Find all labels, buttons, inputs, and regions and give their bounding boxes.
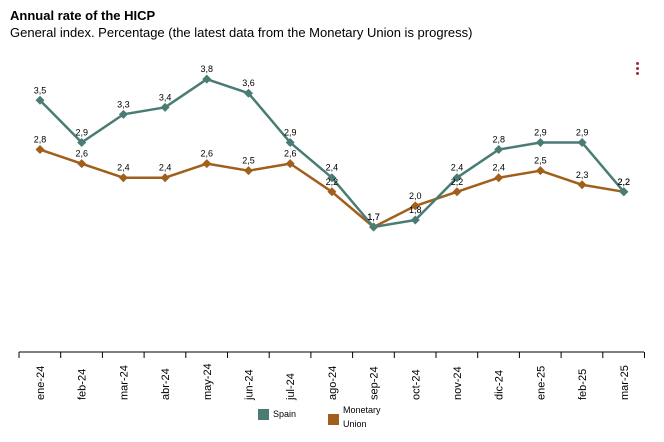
data-point bbox=[244, 88, 253, 98]
data-label: 2,4 bbox=[117, 163, 130, 173]
data-point bbox=[327, 187, 337, 197]
data-label: 1,8 bbox=[409, 205, 422, 215]
data-label: 3,4 bbox=[159, 92, 172, 102]
data-point bbox=[285, 138, 295, 148]
data-point bbox=[369, 222, 379, 232]
data-label: 2,8 bbox=[492, 135, 505, 145]
data-point bbox=[160, 173, 170, 183]
data-label: 2,4 bbox=[492, 163, 505, 173]
x-tick-label: abr-24 bbox=[160, 368, 172, 400]
data-label: 2,6 bbox=[201, 149, 214, 159]
x-tick-label: jun-24 bbox=[244, 369, 256, 401]
data-label: 3,8 bbox=[201, 64, 214, 74]
data-point bbox=[202, 159, 212, 169]
data-point bbox=[494, 173, 504, 183]
data-point bbox=[244, 166, 253, 176]
x-tick-label: feb-25 bbox=[577, 369, 589, 400]
x-tick-label: ago-24 bbox=[327, 366, 339, 400]
data-label: 2,2 bbox=[451, 177, 464, 187]
data-label: 2,6 bbox=[284, 149, 297, 159]
x-tick-label: ene-25 bbox=[535, 366, 547, 400]
data-label: 2,8 bbox=[34, 135, 47, 145]
x-axis: ene-24 feb-24 mar-24 abr-24 may-24 jun-24 jul-… bbox=[18, 351, 645, 401]
x-tick-label: mar-24 bbox=[118, 365, 130, 400]
legend-swatch bbox=[328, 413, 339, 425]
data-label: 2,5 bbox=[534, 156, 547, 166]
series-layer bbox=[35, 74, 629, 232]
chart-subtitle: General index. Percentage (the latest da… bbox=[10, 25, 473, 40]
data-point bbox=[35, 95, 45, 105]
vertical-dots-icon[interactable] bbox=[632, 62, 642, 76]
chart-title: Annual rate of the HICP bbox=[10, 8, 156, 23]
legend-swatch bbox=[258, 409, 269, 420]
data-point bbox=[410, 201, 420, 211]
data-point bbox=[77, 138, 87, 148]
data-label: 2,9 bbox=[75, 128, 88, 138]
data-label: 2,4 bbox=[326, 163, 339, 173]
data-point bbox=[285, 159, 295, 169]
data-label: 2,9 bbox=[284, 128, 297, 138]
x-tick-label: ene-24 bbox=[35, 366, 47, 400]
data-label: 2,6 bbox=[75, 149, 88, 159]
data-label: 1,7 bbox=[367, 212, 380, 222]
data-label: 3,6 bbox=[242, 78, 255, 88]
data-point bbox=[577, 138, 587, 148]
data-label: 3,3 bbox=[117, 99, 130, 109]
data-label: 2,4 bbox=[451, 163, 464, 173]
data-label: 1,7 bbox=[367, 212, 380, 222]
legend-item-monetary-union[interactable]: Monetary Union bbox=[328, 403, 381, 431]
data-label: 2,2 bbox=[326, 177, 339, 187]
x-tick-label: feb-24 bbox=[77, 369, 89, 400]
x-tick-label: oct-24 bbox=[410, 369, 422, 400]
x-tick-label: may-24 bbox=[202, 363, 214, 400]
legend-label: Spain bbox=[273, 409, 297, 419]
data-point bbox=[35, 145, 45, 155]
x-tick-label: nov-24 bbox=[452, 366, 464, 400]
data-point bbox=[535, 138, 545, 148]
x-tick-label: mar-25 bbox=[619, 365, 631, 400]
data-label: 3,5 bbox=[34, 85, 47, 95]
x-tick-label: jul-24 bbox=[285, 373, 297, 401]
data-point bbox=[202, 74, 212, 84]
data-label: 2,9 bbox=[576, 128, 589, 138]
data-point bbox=[494, 145, 504, 155]
legend-item-spain[interactable]: Spain bbox=[258, 408, 296, 421]
legend: Spain Monetary Union bbox=[0, 403, 664, 433]
data-label: 2,0 bbox=[409, 191, 422, 201]
x-tick-label: sep-24 bbox=[369, 366, 381, 400]
data-labels: 3,5 2,9 3,3 3,4 3,8 3,6 2,9 2,4 1,7 1,8 2,4 2,8 2,9 2… bbox=[34, 64, 630, 222]
data-point bbox=[577, 180, 587, 190]
data-point bbox=[118, 109, 128, 119]
data-point bbox=[535, 166, 545, 176]
data-point bbox=[118, 173, 128, 183]
data-point bbox=[410, 215, 420, 225]
data-point bbox=[452, 173, 462, 183]
x-tick-label: dic-24 bbox=[494, 370, 506, 400]
data-point bbox=[452, 187, 462, 197]
data-label: 2,2 bbox=[618, 177, 631, 187]
legend-label: Monetary Union bbox=[343, 405, 381, 429]
data-label: 2,4 bbox=[159, 163, 172, 173]
data-point bbox=[160, 102, 170, 112]
data-point bbox=[327, 173, 337, 183]
data-label: 2,2 bbox=[618, 177, 631, 187]
data-point bbox=[619, 187, 629, 197]
data-label: 2,5 bbox=[242, 156, 255, 166]
data-label: 2,3 bbox=[576, 170, 589, 180]
data-point bbox=[77, 159, 87, 169]
data-label: 2,9 bbox=[534, 128, 547, 138]
